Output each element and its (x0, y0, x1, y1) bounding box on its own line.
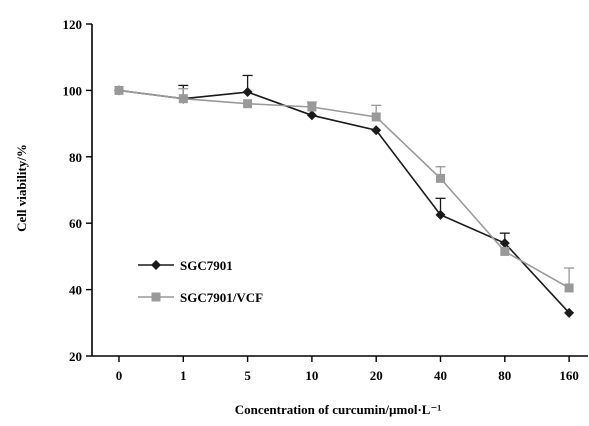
data-point (371, 112, 381, 122)
x-tick-label: 5 (244, 368, 251, 383)
legend: SGC7901 SGC7901/VCF (138, 258, 263, 305)
x-tick-label: 40 (434, 368, 447, 383)
legend-item: SGC7901 (138, 258, 233, 273)
data-point (243, 99, 253, 109)
legend-marker (151, 260, 161, 270)
y-axis-title: Cell viability/% (14, 144, 29, 232)
series-2 (114, 85, 575, 293)
data-point (114, 85, 124, 95)
data-point (435, 209, 446, 220)
y-tick-label: 100 (63, 83, 83, 98)
y-tick-label: 60 (69, 216, 82, 231)
data-point (564, 283, 574, 293)
data-point (178, 94, 188, 104)
series-line (118, 89, 570, 289)
data-point (500, 246, 510, 256)
x-tick-label: 1 (180, 368, 187, 383)
series-line (118, 89, 570, 314)
data-point (371, 125, 382, 136)
data-point (436, 173, 445, 183)
legend-item: SGC7901/VCF (138, 290, 263, 305)
x-tick-label: 0 (116, 368, 123, 383)
data-point (306, 110, 317, 121)
series-layer (114, 74, 575, 318)
x-axis-title: Concentration of curcumin/µmol·L⁻¹ (235, 402, 442, 417)
chart-axes (91, 24, 588, 357)
legend-label: SGC7901 (180, 258, 233, 273)
y-tick-label: 80 (69, 150, 82, 165)
x-tick-label: 20 (370, 368, 383, 383)
x-tick-label: 80 (498, 368, 511, 383)
data-point (564, 307, 575, 318)
x-axis-ticks: 0 1 5 10 20 40 80 160 (116, 356, 579, 383)
data-point (307, 102, 317, 112)
data-point (499, 238, 510, 249)
legend-label: SGC7901/VCF (180, 290, 263, 305)
y-axis-ticks: 20 40 60 80 100 120 (63, 17, 92, 364)
y-tick-label: 120 (63, 17, 83, 32)
y-tick-label: 40 (69, 283, 82, 298)
x-tick-label: 10 (305, 368, 318, 383)
y-tick-label: 20 (69, 349, 82, 364)
legend-marker (151, 292, 161, 302)
x-tick-label: 160 (559, 368, 579, 383)
data-point (242, 87, 253, 98)
